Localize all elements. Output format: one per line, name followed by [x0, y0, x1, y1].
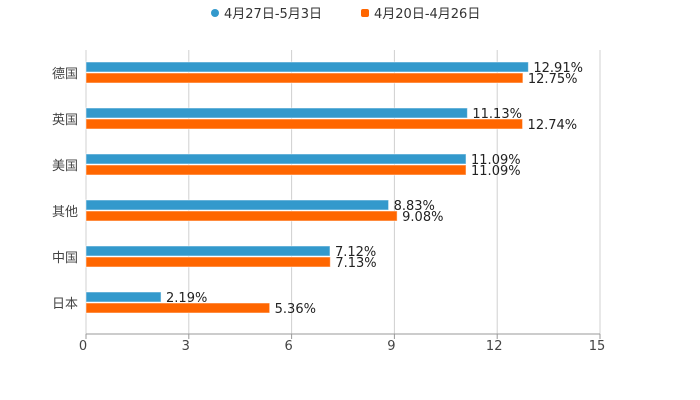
data-label: 11.09% — [471, 153, 521, 168]
x-tick-label: 15 — [589, 339, 606, 354]
x-tick-label: 0 — [79, 339, 87, 354]
x-tick-label: 12 — [486, 339, 503, 354]
data-label: 8.83% — [394, 199, 435, 214]
legend-marker — [211, 9, 219, 17]
legend-marker — [361, 9, 369, 17]
category-label: 英国 — [52, 113, 78, 128]
bar-prev-week — [85, 72, 524, 84]
data-label: 2.19% — [166, 291, 207, 306]
data-label: 11.13% — [472, 107, 522, 122]
data-label: 9.08% — [402, 210, 443, 225]
data-label: 7.12% — [335, 245, 376, 260]
bar-this-week — [85, 61, 529, 73]
x-tick-label: 9 — [387, 339, 395, 354]
x-tick-label: 3 — [182, 339, 190, 354]
data-label: 11.09% — [471, 164, 521, 179]
category-label: 其他 — [52, 205, 78, 220]
category-label: 德国 — [52, 67, 78, 82]
bar-this-week — [85, 291, 162, 303]
bar-prev-week — [85, 302, 271, 314]
category-label: 中国 — [52, 251, 78, 266]
bar-this-week — [85, 245, 331, 257]
legend-label: 4月20日-4月26日 — [374, 7, 480, 22]
legend-label: 4月27日-5月3日 — [224, 7, 322, 22]
data-label: 12.91% — [533, 61, 583, 76]
data-label: 12.74% — [528, 118, 578, 133]
bar-this-week — [85, 199, 390, 211]
data-label: 5.36% — [275, 302, 316, 317]
category-label: 美国 — [52, 159, 78, 174]
bar-prev-week — [85, 210, 398, 222]
bar-prev-week — [85, 118, 524, 130]
x-tick-label: 6 — [284, 339, 292, 354]
data-label: 12.75% — [528, 72, 578, 87]
data-label: 7.13% — [335, 256, 376, 271]
bar-this-week — [85, 153, 467, 165]
bar-prev-week — [85, 256, 331, 268]
bar-prev-week — [85, 164, 467, 176]
bar-this-week — [85, 107, 468, 119]
category-label: 日本 — [52, 297, 78, 312]
